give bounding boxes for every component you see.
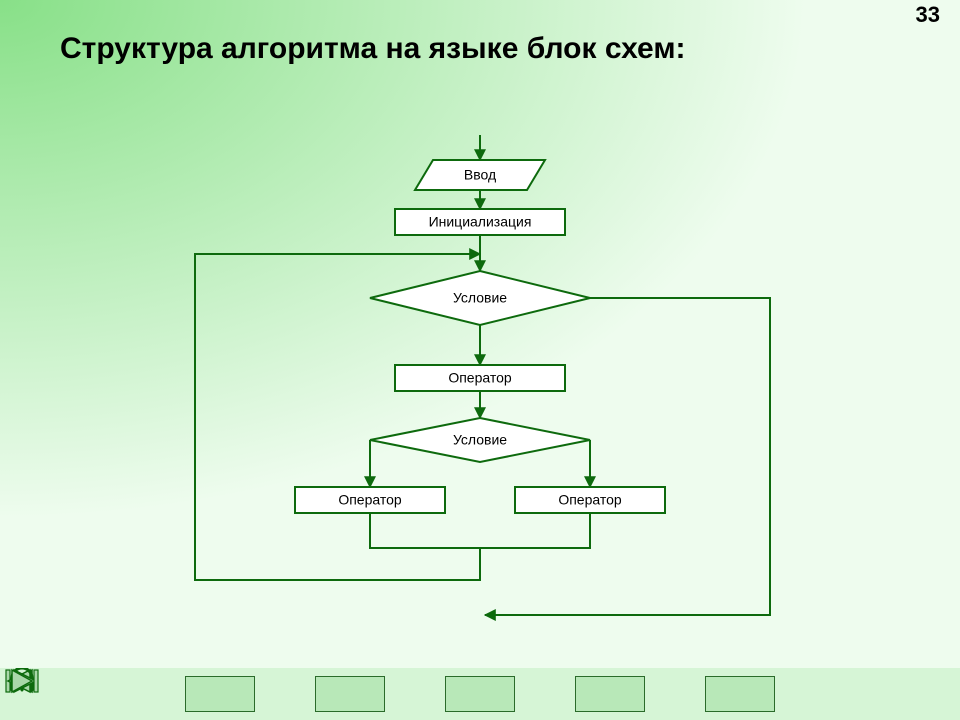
- nav-bar: [0, 668, 960, 720]
- last-icon: [0, 668, 44, 694]
- node-label: Условие: [453, 290, 507, 306]
- node-input: Ввод: [415, 160, 545, 190]
- node-label: Оператор: [558, 492, 622, 508]
- node-init: Инициализация: [395, 209, 565, 235]
- node-op2: Оператор: [295, 487, 445, 513]
- node-label: Условие: [453, 432, 507, 448]
- node-cond1: Условие: [370, 271, 590, 325]
- nav-first-button[interactable]: [185, 676, 255, 712]
- node-label: Ввод: [464, 167, 496, 183]
- nav-next-button[interactable]: [575, 676, 645, 712]
- node-op3: Оператор: [515, 487, 665, 513]
- nav-last-button[interactable]: [705, 676, 775, 712]
- edge: [485, 298, 770, 615]
- node-cond2: Условие: [370, 418, 590, 462]
- edge: [480, 513, 590, 548]
- edge: [370, 513, 480, 548]
- nav-home-button[interactable]: [445, 676, 515, 712]
- nav-prev-button[interactable]: [315, 676, 385, 712]
- flowchart-canvas: Ввод Инициализация Условие Оператор Условие О…: [0, 0, 960, 720]
- node-op1: Оператор: [395, 365, 565, 391]
- node-label: Оператор: [448, 370, 512, 386]
- node-label: Оператор: [338, 492, 402, 508]
- node-label: Инициализация: [429, 214, 532, 230]
